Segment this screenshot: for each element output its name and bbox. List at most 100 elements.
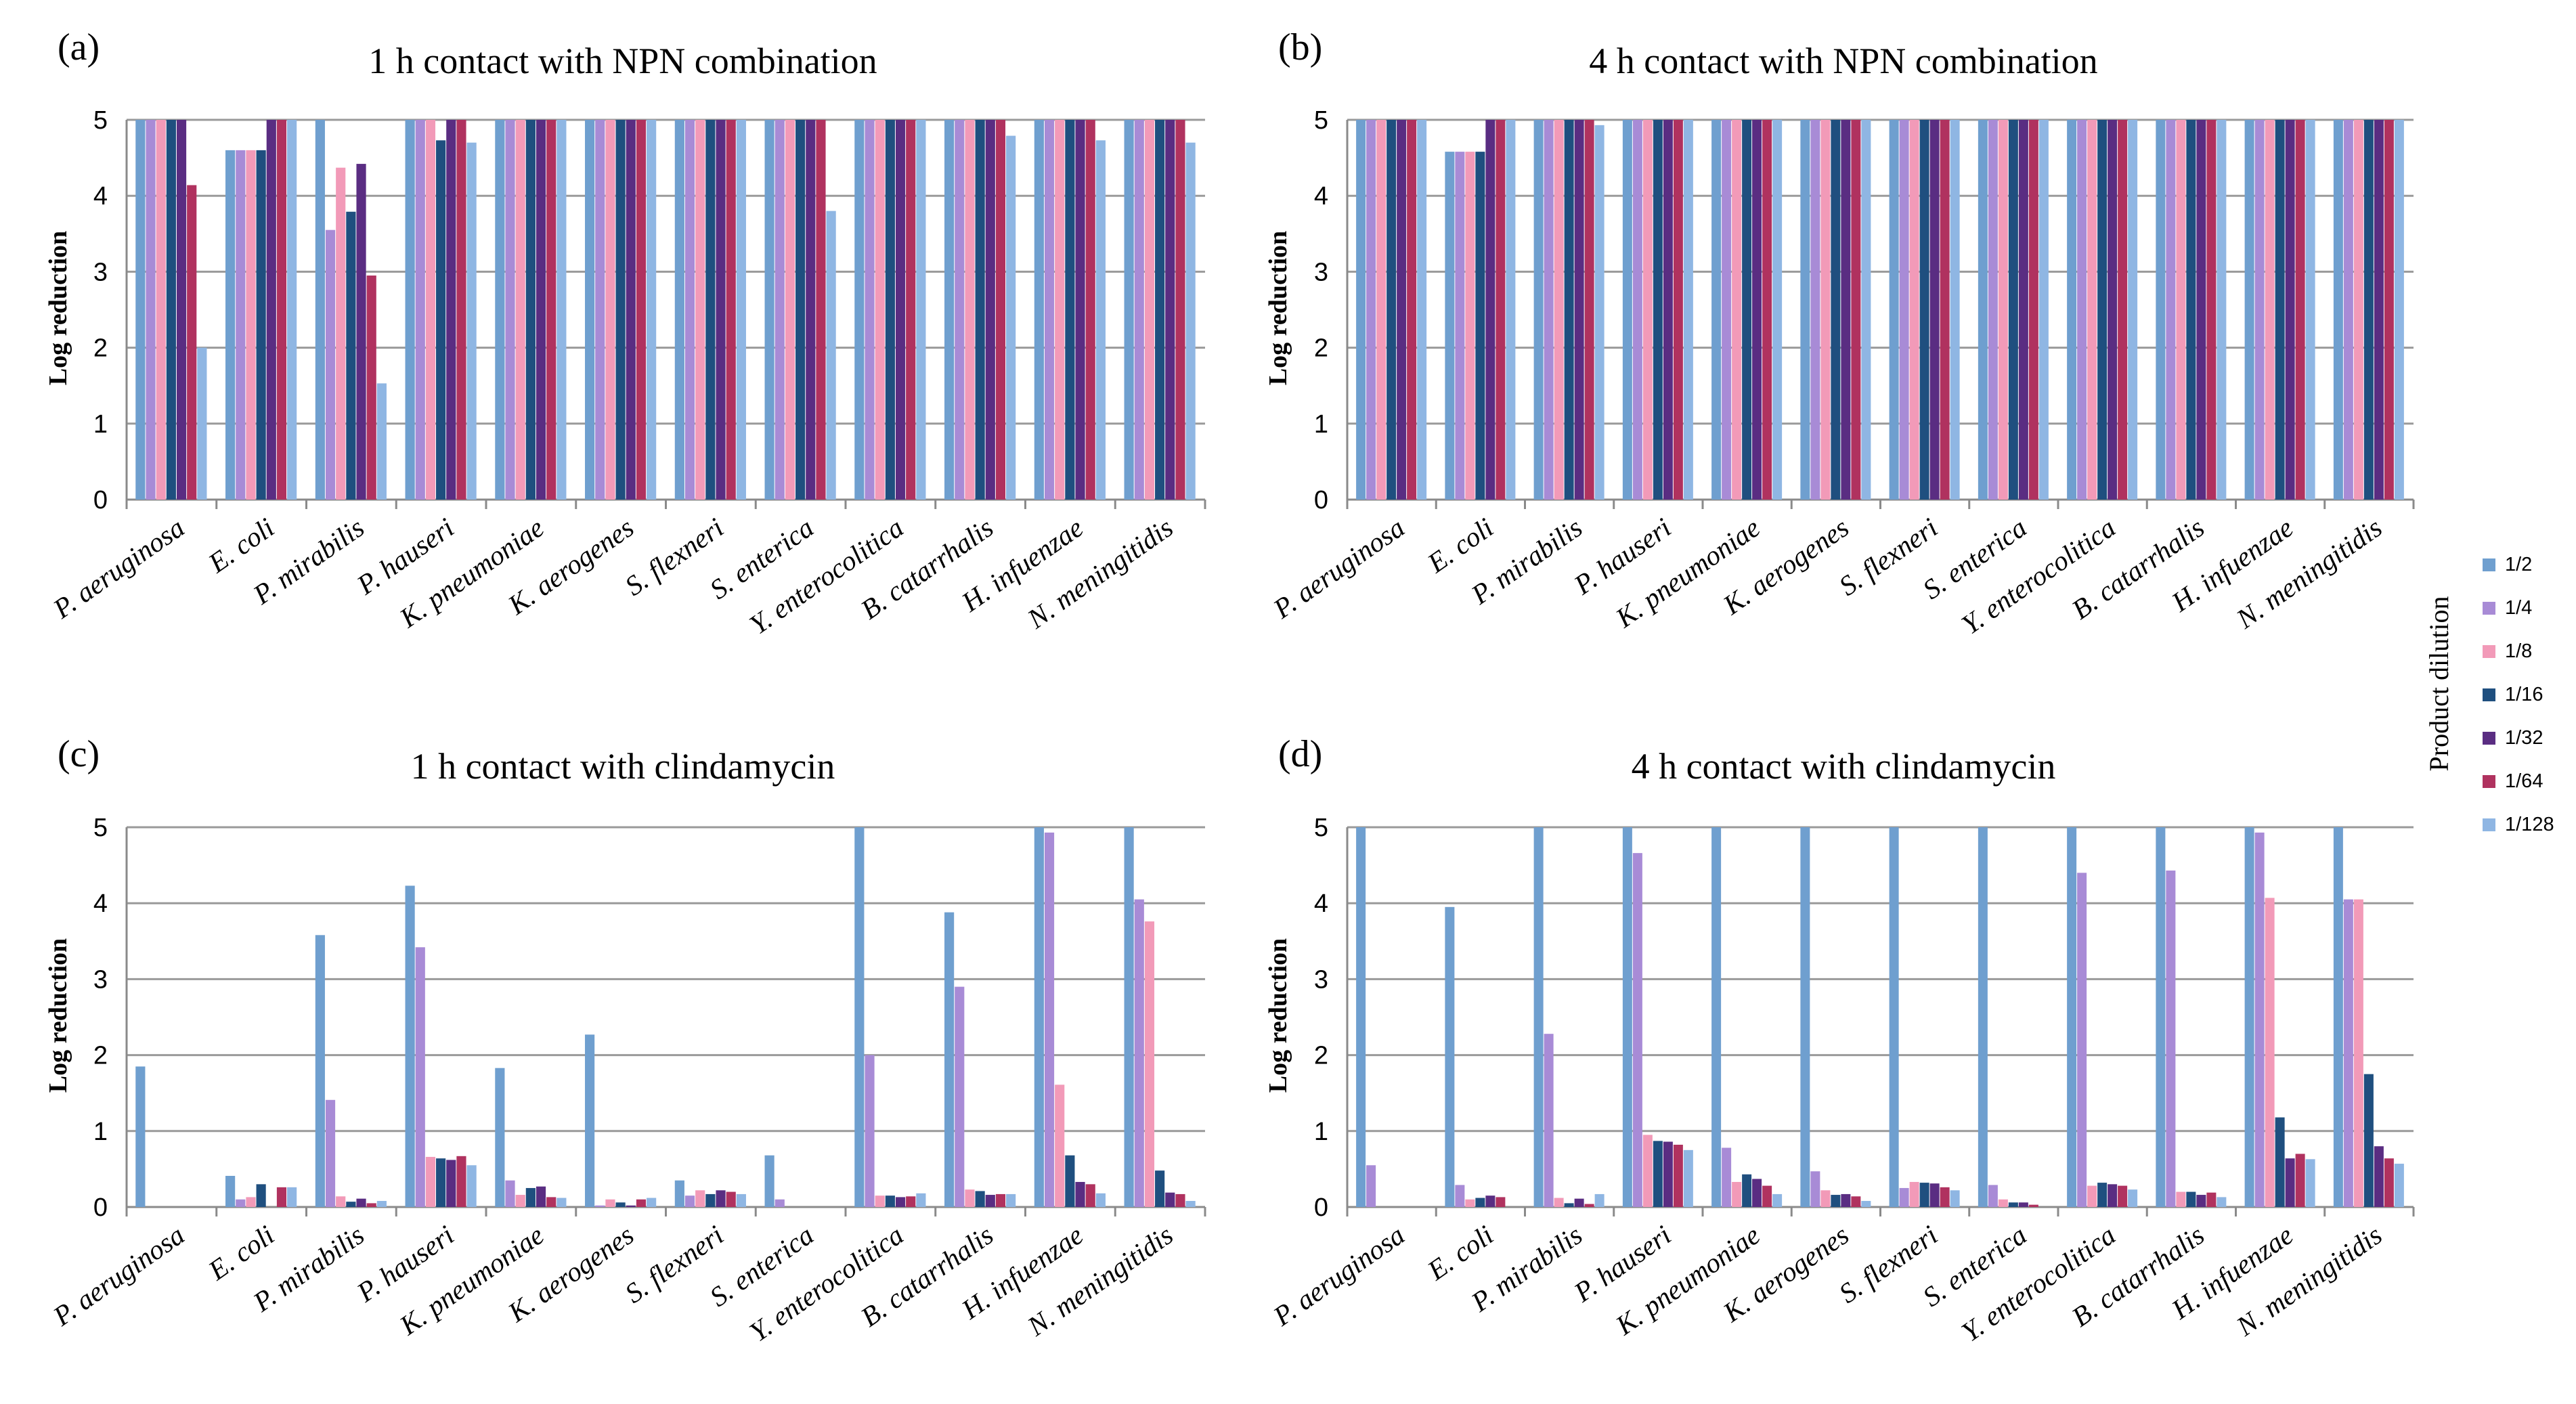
panel-d-bar-5-1_2	[1800, 827, 1810, 1207]
panel-b-bar-4-1_2	[1711, 120, 1722, 500]
panel-b-bar-2-1_4	[1544, 120, 1554, 500]
panel-c-bar-4-1_16	[525, 1187, 536, 1207]
panel-d-ytick-5: 5	[1314, 814, 1328, 842]
panel-c-bar-2-1_2	[315, 935, 325, 1207]
panel-c-category-label: E. coli	[202, 1219, 280, 1287]
panel-d-bar-5-1_32	[1841, 1193, 1851, 1207]
panel-a-bar-0-1_32	[176, 120, 187, 500]
panel-b-bar-0-1_32	[1397, 120, 1407, 500]
panel-b-bar-9-1_16	[2186, 120, 2196, 500]
panel-c-bar-5-1_16	[615, 1202, 626, 1207]
panel-a-category-label: E. coli	[202, 512, 280, 579]
panel-b-bar-11-1_32	[2374, 120, 2384, 500]
panel-c-bar-8-1_128	[916, 1193, 926, 1207]
panel-c-bar-11-1_32	[1165, 1192, 1175, 1207]
panel-d-bar-10-1_64	[2295, 1154, 2305, 1207]
panel-c-bar-7-1_2	[764, 1155, 774, 1207]
panel-c-bar-11-1_64	[1175, 1193, 1185, 1207]
panel-d-bar-1-1_16	[1475, 1198, 1485, 1207]
panel-b-label: (b)	[1278, 26, 1322, 68]
panel-b-bar-11-1_2	[2333, 120, 2343, 500]
panel-d-bar-7-1_32	[2018, 1202, 2028, 1207]
panel-a-bar-6-1_4	[684, 120, 695, 500]
panel-d-bar-9-1_4	[2166, 870, 2176, 1207]
panel-b: (b) 4 h contact with NPN combination Log…	[1264, 26, 2415, 640]
panel-a-bar-1-1_4	[236, 150, 246, 500]
panel-d-category-label: Y. enterocolitica	[1956, 1219, 2121, 1348]
panel-b-bar-0-1_16	[1387, 120, 1397, 500]
panel-a-bar-2-1_32	[356, 164, 366, 500]
panel-d-bar-8-1_4	[2077, 873, 2087, 1207]
panel-d-ytick-4: 4	[1314, 890, 1328, 918]
panel-c-bar-8-1_8	[875, 1195, 885, 1207]
panel-b-bar-1-1_64	[1496, 120, 1506, 500]
panel-c-bar-5-1_128	[647, 1198, 657, 1207]
panel-c-ylabel: Log reduction	[44, 938, 72, 1093]
panel-b-bar-5-1_4	[1810, 120, 1820, 500]
panel-d-bar-5-1_8	[1820, 1190, 1831, 1207]
panel-d-bar-2-1_16	[1564, 1203, 1574, 1207]
panel-a-bar-11-1_32	[1165, 120, 1175, 500]
panel-b-category-label: P. aeruginosa	[1267, 512, 1410, 625]
panel-a-bar-10-1_2	[1034, 120, 1044, 500]
panel-b-bar-1-1_8	[1465, 152, 1475, 500]
panel-a-bar-10-1_4	[1044, 120, 1055, 500]
panel-a-bar-9-1_8	[965, 120, 975, 500]
panel-d-bar-10-1_16	[2275, 1117, 2285, 1207]
panel-a-bar-1-1_8	[246, 150, 256, 500]
panel-c-bar-9-1_8	[965, 1189, 975, 1207]
panel-b-bar-3-1_32	[1663, 120, 1673, 500]
panel-c-bar-1-1_16	[256, 1184, 266, 1207]
panel-d-bar-11-1_16	[2363, 1074, 2374, 1207]
panel-c-ytick-5: 5	[93, 814, 108, 842]
panel-c-bar-2-1_4	[325, 1099, 336, 1207]
panel-a-bar-11-1_16	[1155, 120, 1165, 500]
panel-d-bar-0-1_2	[1356, 827, 1366, 1207]
panel-d-bar-11-1_32	[2374, 1146, 2384, 1207]
panel-a-bar-2-1_128	[376, 383, 387, 500]
panel-d-yticks: 0 1 2 3 4 5	[1314, 814, 1328, 1222]
panel-d-bar-6-1_4	[1899, 1187, 1909, 1207]
panel-d-bar-2-1_64	[1584, 1204, 1594, 1207]
panel-a-bar-6-1_8	[695, 120, 705, 500]
panel-a-bar-8-1_8	[875, 120, 885, 500]
panel-a-bar-5-1_2	[585, 120, 595, 500]
legend-label-1_128: 1/128	[2505, 814, 2554, 835]
panel-c-category-label: Y. enterocolitica	[743, 1219, 909, 1348]
panel-b-bar-9-1_4	[2166, 120, 2176, 500]
panel-a-bar-0-1_128	[197, 347, 207, 500]
panel-b-bar-4-1_32	[1752, 120, 1762, 500]
panel-c-bar-8-1_4	[865, 1055, 875, 1207]
panel-c-bar-3-1_128	[466, 1165, 477, 1207]
panel-b-bar-3-1_8	[1642, 120, 1653, 500]
panel-c-bar-5-1_4	[595, 1205, 605, 1207]
panel-b-bar-2-1_8	[1554, 120, 1564, 500]
panel-b-bar-1-1_16	[1475, 152, 1485, 500]
panel-d-bar-11-1_2	[2333, 827, 2343, 1207]
panel-b-bar-3-1_16	[1653, 120, 1663, 500]
legend-label-1_2: 1/2	[2505, 554, 2532, 575]
panel-d-bar-5-1_64	[1851, 1196, 1861, 1207]
panel-a-bar-4-1_16	[525, 120, 536, 500]
panel-d-bar-2-1_32	[1574, 1198, 1584, 1207]
panel-d-ytick-1: 1	[1314, 1118, 1328, 1146]
panel-b-ytick-0: 0	[1314, 486, 1328, 514]
panel-b-bar-9-1_32	[2196, 120, 2206, 500]
panel-a-bar-9-1_32	[985, 120, 995, 500]
panel-a-bar-0-1_64	[187, 185, 197, 500]
panel-a-bar-6-1_16	[705, 120, 716, 500]
panel-d-bar-10-1_4	[2254, 832, 2265, 1207]
panel-a-bar-9-1_4	[955, 120, 965, 500]
panel-a-grid	[125, 118, 1206, 509]
panel-a-bar-10-1_64	[1085, 120, 1095, 500]
legend-swatch-1_4	[2483, 602, 2495, 615]
panel-a-bar-2-1_4	[325, 229, 336, 500]
panel-b-ytick-4: 4	[1314, 182, 1328, 211]
panel-d-bar-6-1_2	[1889, 827, 1899, 1207]
panel-c-bar-2-1_8	[336, 1196, 346, 1207]
panel-d-bar-9-1_32	[2196, 1195, 2206, 1207]
panel-d-category-label: P. aeruginosa	[1267, 1219, 1410, 1332]
panel-d-bar-3-1_4	[1632, 853, 1642, 1207]
panel-d-ytick-2: 2	[1314, 1042, 1328, 1070]
